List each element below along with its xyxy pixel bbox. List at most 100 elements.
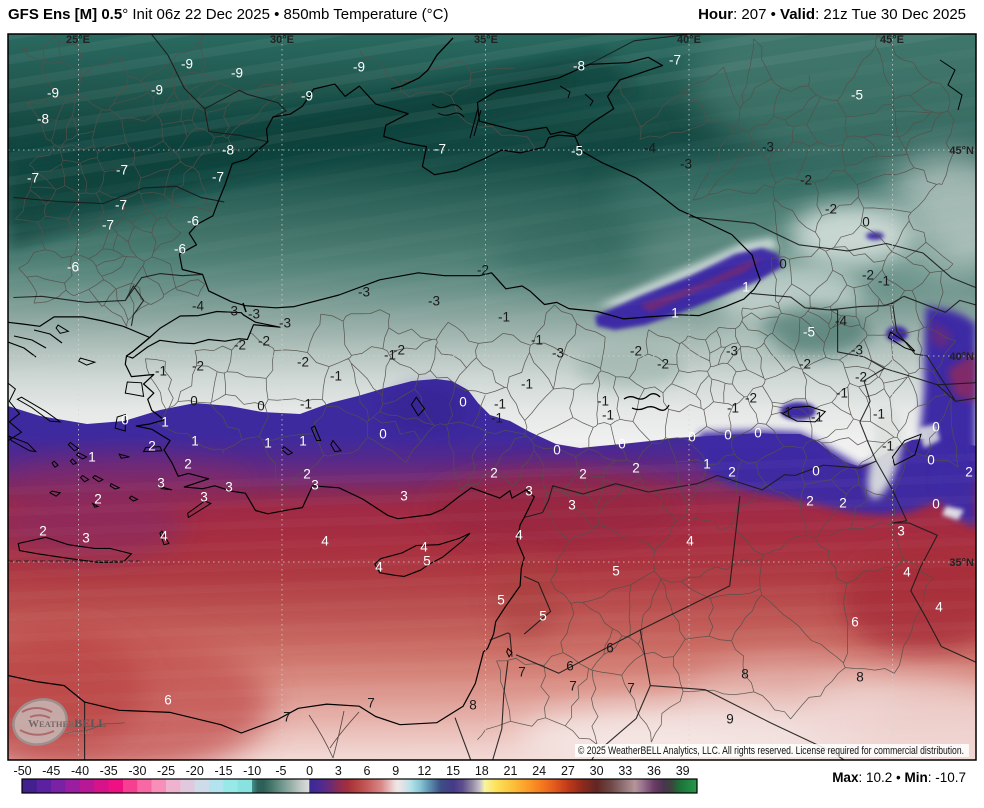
svg-text:-2: -2 [234, 338, 246, 353]
svg-text:4: 4 [375, 560, 383, 575]
svg-text:30°E: 30°E [270, 34, 294, 46]
svg-text:-2: -2 [825, 202, 837, 217]
svg-text:5: 5 [612, 564, 620, 579]
svg-text:3: 3 [82, 531, 90, 546]
svg-text:7: 7 [627, 681, 635, 696]
svg-text:-1: -1 [602, 408, 614, 423]
svg-text:6: 6 [164, 693, 172, 708]
svg-text:9: 9 [392, 764, 399, 778]
svg-text:Analytics LLC: Analytics LLC [64, 731, 95, 736]
svg-text:-1: -1 [531, 333, 543, 348]
svg-text:-4: -4 [835, 314, 847, 329]
svg-text:6: 6 [606, 641, 614, 656]
svg-text:2: 2 [632, 461, 640, 476]
svg-text:-3: -3 [358, 285, 370, 300]
svg-text:-5: -5 [803, 325, 815, 340]
svg-text:39: 39 [676, 764, 690, 778]
svg-text:40°E: 40°E [677, 34, 701, 46]
svg-text:-2: -2 [297, 355, 309, 370]
svg-text:3: 3 [311, 478, 319, 493]
svg-text:-3: -3 [248, 307, 260, 322]
svg-text:15: 15 [446, 764, 460, 778]
svg-text:-3: -3 [851, 343, 863, 358]
svg-text:2: 2 [184, 457, 192, 472]
svg-text:-7: -7 [669, 53, 681, 68]
svg-text:-45: -45 [42, 764, 60, 778]
svg-text:-2: -2 [477, 263, 489, 278]
svg-text:30: 30 [590, 764, 604, 778]
svg-text:0: 0 [927, 453, 935, 468]
svg-text:3: 3 [200, 490, 208, 505]
svg-text:-15: -15 [214, 764, 232, 778]
svg-text:35°N: 35°N [949, 557, 974, 569]
svg-text:-8: -8 [573, 59, 585, 74]
svg-text:0: 0 [724, 428, 732, 443]
svg-text:35°E: 35°E [474, 34, 498, 46]
svg-text:7: 7 [569, 679, 577, 694]
svg-text:6: 6 [364, 764, 371, 778]
svg-text:6: 6 [851, 615, 859, 630]
svg-text:4: 4 [686, 534, 694, 549]
svg-text:8: 8 [741, 667, 749, 682]
svg-text:2: 2 [148, 439, 156, 454]
svg-text:5: 5 [539, 609, 547, 624]
svg-text:-7: -7 [102, 218, 114, 233]
svg-text:2: 2 [839, 496, 847, 511]
svg-text:-2: -2 [630, 344, 642, 359]
svg-text:0: 0 [553, 443, 561, 458]
svg-text:-1: -1 [727, 401, 739, 416]
svg-text:2: 2 [94, 492, 102, 507]
svg-text:4: 4 [903, 565, 911, 580]
svg-text:2: 2 [806, 494, 814, 509]
svg-text:0: 0 [379, 427, 387, 442]
svg-text:-1: -1 [836, 386, 848, 401]
svg-text:-2: -2 [192, 359, 204, 374]
svg-text:0: 0 [257, 399, 265, 414]
svg-text:1: 1 [671, 306, 679, 321]
svg-text:36: 36 [647, 764, 661, 778]
svg-text:-6: -6 [174, 242, 186, 257]
svg-text:-2: -2 [800, 173, 812, 188]
svg-text:-25: -25 [157, 764, 175, 778]
svg-text:2: 2 [579, 467, 587, 482]
svg-text:6: 6 [566, 659, 574, 674]
svg-text:3: 3 [568, 498, 576, 513]
svg-text:21: 21 [504, 764, 518, 778]
svg-text:-5: -5 [275, 764, 286, 778]
svg-text:-9: -9 [151, 83, 163, 98]
svg-text:-10: -10 [243, 764, 261, 778]
svg-text:-1: -1 [878, 274, 890, 289]
svg-text:0: 0 [121, 413, 129, 428]
svg-text:-2: -2 [745, 391, 757, 406]
svg-text:7: 7 [283, 710, 291, 725]
svg-text:-7: -7 [212, 170, 224, 185]
svg-text:-6: -6 [187, 214, 199, 229]
svg-text:-40: -40 [71, 764, 89, 778]
svg-text:1: 1 [299, 434, 307, 449]
svg-text:0: 0 [779, 257, 787, 272]
svg-text:-2: -2 [657, 357, 669, 372]
svg-text:7: 7 [518, 665, 526, 680]
svg-text:12: 12 [417, 764, 431, 778]
svg-text:-7: -7 [115, 198, 127, 213]
svg-text:4: 4 [515, 528, 523, 543]
svg-text:8: 8 [856, 670, 864, 685]
svg-text:-1: -1 [384, 348, 396, 363]
svg-text:-8: -8 [37, 112, 49, 127]
svg-text:-3: -3 [279, 316, 291, 331]
svg-text:-1: -1 [597, 394, 609, 409]
svg-text:WEATHERBELL: WEATHERBELL [28, 716, 106, 730]
svg-text:-3: -3 [552, 346, 564, 361]
svg-text:-9: -9 [353, 60, 365, 75]
svg-text:-9: -9 [231, 66, 243, 81]
svg-text:0: 0 [306, 764, 313, 778]
svg-text:-1: -1 [521, 377, 533, 392]
svg-text:-1: -1 [498, 310, 510, 325]
svg-text:40°N: 40°N [949, 351, 974, 363]
svg-text:33: 33 [618, 764, 632, 778]
svg-text:-7: -7 [27, 171, 39, 186]
svg-text:0: 0 [862, 215, 870, 230]
svg-text:0: 0 [754, 426, 762, 441]
svg-text:0: 0 [932, 497, 940, 512]
svg-text:Max: 10.2 • Min: -10.7: Max: 10.2 • Min: -10.7 [832, 770, 966, 785]
